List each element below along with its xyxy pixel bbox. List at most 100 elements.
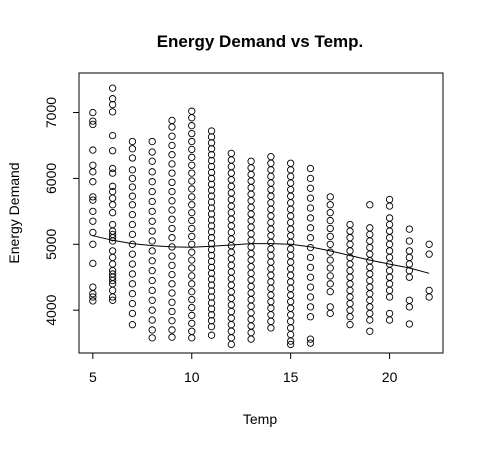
data-point (207, 305, 216, 313)
data-point (346, 260, 354, 268)
data-point (168, 197, 176, 205)
data-point (128, 220, 137, 229)
data-point (148, 148, 156, 156)
data-point (168, 252, 176, 260)
data-point (405, 225, 414, 233)
data-point (108, 276, 117, 285)
data-point (188, 327, 196, 335)
data-point (247, 203, 255, 212)
data-point (89, 207, 97, 216)
data-point (168, 280, 176, 288)
data-point (366, 224, 374, 232)
data-point (366, 263, 374, 272)
data-point (405, 320, 414, 328)
data-point (89, 146, 97, 154)
data-point (128, 299, 137, 308)
data-point (366, 309, 374, 318)
data-point (207, 145, 216, 153)
data-point (148, 286, 156, 295)
data-point (108, 147, 117, 155)
data-point (346, 321, 354, 329)
data-point (227, 294, 235, 302)
data-point (247, 322, 255, 330)
data-point (227, 327, 235, 335)
data-point (346, 220, 354, 229)
data-point (385, 234, 394, 242)
data-point (287, 192, 295, 200)
data-point (267, 212, 275, 220)
data-point (247, 315, 255, 324)
x-tick-label: 15 (283, 369, 299, 385)
data-point (207, 257, 216, 266)
data-point (267, 265, 275, 273)
data-point (207, 311, 216, 319)
data-point (306, 335, 315, 343)
data-point (168, 187, 176, 196)
data-point (207, 216, 216, 224)
data-point (385, 293, 394, 301)
data-point (346, 306, 354, 314)
data-point (247, 302, 255, 310)
data-point (247, 197, 255, 205)
data-point (247, 170, 255, 179)
data-point (227, 176, 235, 184)
data-point (346, 247, 354, 255)
data-point (207, 133, 216, 141)
data-point (207, 331, 216, 339)
data-point (287, 278, 295, 286)
data-point (227, 301, 235, 309)
data-point (227, 209, 235, 217)
data-point (247, 243, 255, 251)
data-point (108, 209, 117, 217)
data-point (366, 250, 374, 258)
data-point (267, 185, 275, 194)
data-point (188, 201, 196, 209)
data-point (89, 228, 97, 237)
data-point (227, 215, 235, 223)
data-point (168, 298, 176, 306)
data-point (148, 257, 156, 265)
data-point (267, 284, 275, 293)
data-point (168, 116, 176, 125)
data-point (287, 258, 295, 266)
data-point (306, 293, 315, 301)
data-point (287, 232, 295, 240)
data-point (89, 240, 97, 248)
data-point (188, 240, 196, 248)
data-point (287, 179, 295, 187)
data-point (385, 286, 394, 295)
data-point (227, 182, 235, 190)
data-point (385, 214, 394, 222)
data-point (207, 234, 216, 242)
data-point (207, 151, 216, 159)
data-point (188, 256, 196, 264)
data-point (207, 186, 216, 194)
data-point (287, 225, 295, 233)
data-point (89, 178, 97, 186)
data-point (108, 194, 117, 202)
data-point (306, 283, 315, 291)
data-point (267, 324, 275, 332)
data-point (326, 240, 334, 248)
data-point (306, 204, 315, 212)
data-point (188, 280, 196, 288)
data-point (385, 253, 394, 262)
data-point (287, 245, 295, 253)
data-point (326, 232, 334, 241)
data-point (128, 154, 137, 162)
data-point (207, 228, 216, 236)
data-point (346, 234, 354, 242)
data-point (287, 172, 295, 181)
data-point (247, 263, 255, 271)
data-point (247, 236, 255, 244)
data-point (247, 249, 255, 258)
data-point (227, 255, 235, 263)
data-point (385, 227, 394, 235)
data-point (168, 215, 176, 223)
data-point (326, 309, 334, 318)
data-point (247, 190, 255, 198)
data-point (128, 290, 137, 298)
data-point (346, 280, 354, 288)
data-point (306, 164, 315, 173)
data-point (207, 251, 216, 260)
